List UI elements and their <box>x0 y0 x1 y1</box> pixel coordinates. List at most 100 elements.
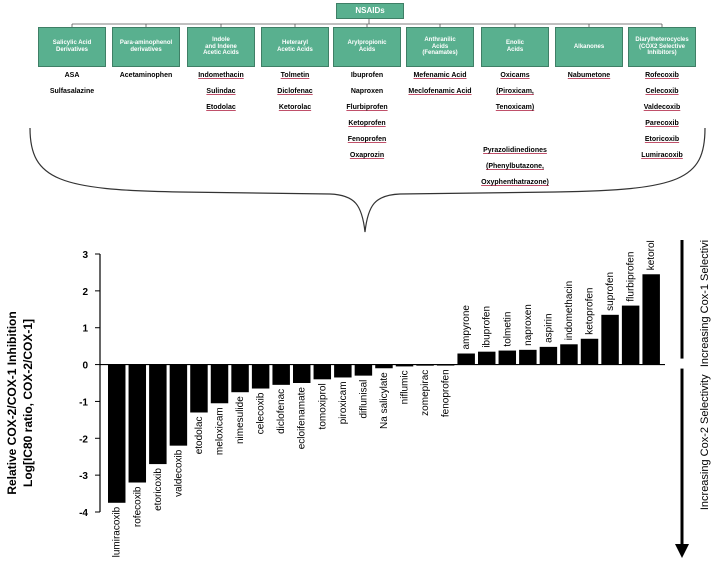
drug-name: Naproxen <box>350 88 384 95</box>
y-tick-label: 0 <box>82 361 88 372</box>
bar <box>498 350 517 365</box>
bar-label: rofecoxib <box>132 486 143 527</box>
bar-label: celecoxib <box>256 392 267 434</box>
class-label: Enolic Acids <box>505 40 524 53</box>
class-box: Anthranilic Acids (Fenamates) <box>406 27 474 67</box>
class-label: Indole and Indene Acetic Acids <box>203 36 239 57</box>
y-tick-label: 3 <box>82 250 88 261</box>
drug-name: Pyrazolidinediones <box>483 147 547 154</box>
y-tick-label: -1 <box>79 397 88 408</box>
drug-name: Ketoprofen <box>348 120 386 127</box>
bar <box>354 364 373 376</box>
drug-list: Tolmetin Diclofenac Ketorolac <box>253 72 337 120</box>
bar-label: ampyrone <box>461 305 472 350</box>
class-box: Enolic Acids <box>481 27 549 67</box>
bar <box>313 364 332 380</box>
bar <box>149 364 167 465</box>
drug-name: Etodolac <box>206 104 236 111</box>
tree-connectors <box>29 19 706 233</box>
bar <box>560 344 578 365</box>
bar-label: meloxicam <box>215 407 226 455</box>
arrow-gap <box>678 358 686 369</box>
bar-label: fenoprofen <box>441 369 452 417</box>
bar <box>601 314 619 365</box>
drug-list: Indomethacin Sulindac Etodolac <box>179 72 263 120</box>
bar <box>642 274 660 365</box>
right-label-cox1: Increasing Cox-1 Selectivity <box>699 240 711 367</box>
drug-list: Ibuprofen Naproxen Flurbiprofen Ketoprofen F… <box>325 72 409 168</box>
bar <box>539 346 558 365</box>
class-label: Arylpropionic Acids <box>347 40 387 53</box>
bar <box>190 364 208 413</box>
drug-list: Mefenamic Acid Meclofenamic Acid <box>398 72 482 104</box>
drug-name: Parecoxib <box>645 120 679 127</box>
bar-label: niflumic <box>400 370 411 404</box>
bar-label: etoricoxib <box>153 468 164 511</box>
class-label: Diarylheterocycles (COX2 Selective Inhib… <box>635 36 689 57</box>
bar <box>210 364 229 404</box>
y-axis-label-line2: Log[IC80 ratio, COX-2/COX-1] <box>21 319 35 487</box>
bar-label: indomethacin <box>564 281 575 340</box>
drug-name: Acetaminophen <box>119 72 173 79</box>
bar-label: diflunisal <box>358 380 369 419</box>
y-tick-label: -2 <box>79 434 88 445</box>
bar-label: ketorolac <box>646 240 657 270</box>
drug-list: Oxicams (Piroxicam, Tenoxicam) Pyrazolidine… <box>473 72 557 195</box>
drug-list: Rofecoxib Celecoxib Valdecoxib Parecoxib Eto… <box>620 72 704 168</box>
drug-name: Rofecoxib <box>645 72 679 79</box>
bar-label: Na salicylate <box>379 372 390 429</box>
root-node: NSAIDs <box>336 3 404 19</box>
y-axis-label-line1: Relative COX-2/COX-1 Inhibition <box>5 311 19 494</box>
class-box: Para-aminophenol derivatives <box>112 27 180 67</box>
drug-name: Oxyphenthatrazone) <box>481 179 549 186</box>
drug-name: Oxaprozin <box>349 152 385 159</box>
class-label: Salicylic Acid Derivatives <box>52 40 92 53</box>
bar-label: nimesulide <box>235 396 246 444</box>
drug-name: Fenoprofen <box>347 136 387 143</box>
bar-label: piroxicam <box>338 381 349 424</box>
bar <box>231 364 249 393</box>
bar <box>334 364 352 378</box>
bar-label: aspirin <box>543 313 554 342</box>
bar <box>128 364 147 483</box>
bar-label: ibuprofen <box>482 306 493 348</box>
drug-name: Valdecoxib <box>643 104 681 111</box>
bar-label: naproxen <box>523 304 534 346</box>
drug-name: Sulfasalazine <box>49 88 95 95</box>
y-tick-label: -3 <box>79 471 88 482</box>
bar <box>395 364 414 367</box>
drug-name: Tenoxicam) <box>495 104 535 111</box>
bar <box>436 364 455 366</box>
bar <box>416 364 434 366</box>
bar-label: lumiracoxib <box>112 506 123 557</box>
drug-name: Oxicams <box>500 72 530 79</box>
drug-gap <box>473 120 557 138</box>
y-tick-label: -4 <box>79 508 88 519</box>
class-box: Salicylic Acid Derivatives <box>38 27 106 67</box>
class-label: Para-aminophenol derivatives <box>119 40 173 53</box>
drug-name: ASA <box>64 72 80 79</box>
bar <box>478 351 496 365</box>
bar-label: ketoprofen <box>585 288 596 335</box>
drug-name: Lumiracoxib <box>641 152 683 159</box>
drug-name: Celecoxib <box>645 88 679 95</box>
bar <box>293 364 311 383</box>
bar-label: valdecoxib <box>173 449 184 497</box>
curly-brace <box>29 127 706 233</box>
drug-name: (Phenylbutazone, <box>486 163 544 170</box>
class-box: Alkanones <box>555 27 623 67</box>
drug-list: Nabumetone <box>547 72 631 88</box>
bar <box>375 364 393 369</box>
class-label: Alkanones <box>573 43 605 50</box>
drug-list: Acetaminophen <box>104 72 188 88</box>
drug-name: Etoricoxib <box>644 136 680 143</box>
arrow-head <box>675 544 689 558</box>
cox-selectivity-chart: Relative COX-2/COX-1 Inhibition Log[IC80… <box>0 210 720 559</box>
bar-label: ecloifenamate <box>297 387 308 450</box>
class-box: Diarylheterocycles (COX2 Selective Inhib… <box>628 27 696 67</box>
bar-label: tomoxiprol <box>317 383 328 429</box>
drug-name: (Piroxicam, <box>496 88 534 95</box>
y-tick-label: 1 <box>82 324 88 335</box>
bar-label: etodolac <box>194 416 205 454</box>
bar-label: suprofen <box>605 272 616 311</box>
